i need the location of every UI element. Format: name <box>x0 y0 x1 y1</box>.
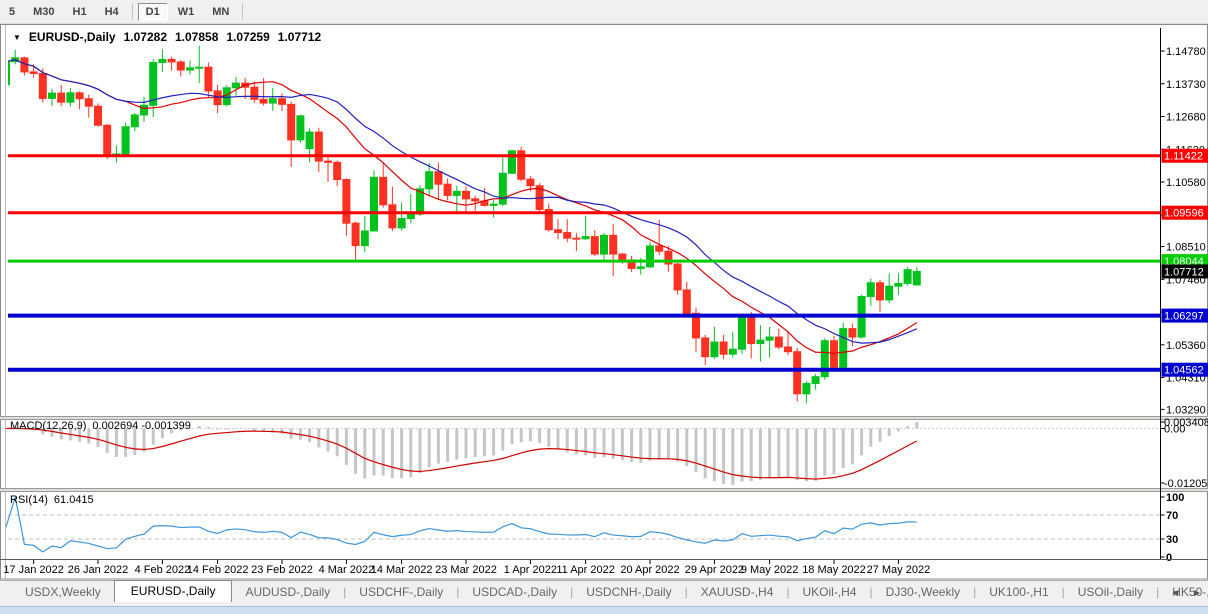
rsi-axis-label: 30 <box>1166 534 1178 546</box>
timeframe-button-h4[interactable]: H4 <box>97 3 127 21</box>
chart-tab-usdcad-daily[interactable]: USDCAD-,Daily <box>459 582 570 603</box>
chart-tab-usdchf-daily[interactable]: USDCHF-,Daily <box>346 582 456 603</box>
ohlc-low-value: 1.07259 <box>226 30 269 44</box>
price-axis-label: 1.05360 <box>1166 340 1206 352</box>
toolbar-separator <box>132 3 133 20</box>
chart-symbol-label: EURUSD-,Daily <box>29 30 116 44</box>
date-axis-label: 20 Apr 2022 <box>620 564 679 576</box>
chart-tab-usoil-daily[interactable]: USOil-,Daily <box>1065 582 1156 603</box>
price-axis-label: 1.13730 <box>1166 79 1206 91</box>
macd-name: MACD(12,26,9) <box>10 420 86 432</box>
date-axis-label: 27 May 2022 <box>867 564 931 576</box>
chart-tab-dj30-weekly[interactable]: DJ30-,Weekly <box>873 582 973 603</box>
rsi-line <box>6 497 917 552</box>
date-axis-label: 1 Apr 2022 <box>504 564 557 576</box>
chart-tab-usdcnh-daily[interactable]: USDCNH-,Daily <box>573 582 684 603</box>
chart-tab-xauusd-h4[interactable]: XAUUSD-,H4 <box>688 582 787 603</box>
rsi-name: RSI(14) <box>10 494 48 506</box>
ohlc-open-value: 1.07282 <box>124 30 167 44</box>
price-axis-label: 1.10580 <box>1166 177 1206 189</box>
price-axis-label: 1.14780 <box>1166 46 1206 58</box>
timeframe-button-d1[interactable]: D1 <box>138 3 168 21</box>
date-axis-label: 23 Feb 2022 <box>251 564 313 576</box>
date-axis-label: 14 Mar 2022 <box>371 564 433 576</box>
date-axis-label: 18 May 2022 <box>802 564 866 576</box>
level-price-badge-text: 1.04562 <box>1164 365 1204 377</box>
chevron-down-icon[interactable]: ▼ <box>13 33 21 42</box>
macd-values: 0.002694 -0.001399 <box>92 420 190 432</box>
chart-tab-eurusd-daily[interactable]: EURUSD-,Daily <box>114 580 233 603</box>
ohlc-high-value: 1.07858 <box>175 30 218 44</box>
tabs-scroll-right-icon[interactable]: ► <box>1192 588 1202 599</box>
price-axis-label: 1.08510 <box>1166 242 1206 254</box>
price-chart-canvas[interactable]: 1.147801.137301.126801.116301.105801.095… <box>0 24 1208 580</box>
date-axis-label: 26 Jan 2022 <box>68 564 129 576</box>
candles-layer <box>3 46 921 404</box>
timeframe-button-w1[interactable]: W1 <box>170 3 203 21</box>
chart-title: ▼ EURUSD-,Daily 1.07282 1.07858 1.07259 … <box>13 30 321 44</box>
timeframe-button-5[interactable]: 5 <box>1 3 23 21</box>
price-axis-label: 1.12680 <box>1166 112 1206 124</box>
timeframe-button-m30[interactable]: M30 <box>25 3 62 21</box>
rsi-axis-label: 70 <box>1166 510 1178 522</box>
date-axis-label: 23 Mar 2022 <box>435 564 497 576</box>
date-axis-label: 4 Mar 2022 <box>319 564 375 576</box>
macd-axis-label: 0.00 <box>1164 423 1185 435</box>
price-axis-label: 1.03290 <box>1166 404 1206 416</box>
rsi-axis-label: 100 <box>1166 492 1184 504</box>
level-price-badge-text: 1.09596 <box>1164 208 1204 220</box>
chart-tab-audusd-daily[interactable]: AUDUSD-,Daily <box>232 582 343 603</box>
chart-tab-ukoil-h4[interactable]: UKOil-,H4 <box>790 582 870 603</box>
ohlc-close-value: 1.07712 <box>278 30 321 44</box>
rsi-value: 61.0415 <box>54 494 94 506</box>
toolbar-separator <box>242 3 243 20</box>
tabs-scroll-left-icon[interactable]: ◄ <box>1170 588 1180 599</box>
date-axis-label: 14 Feb 2022 <box>187 564 249 576</box>
timeframe-button-h1[interactable]: H1 <box>65 3 95 21</box>
date-axis-label: 9 May 2022 <box>741 564 798 576</box>
chart-tab-uk100-h1[interactable]: UK100-,H1 <box>976 582 1061 603</box>
level-price-badge-text: 1.06297 <box>1164 311 1204 323</box>
date-axis-label: 11 Apr 2022 <box>556 564 615 576</box>
rsi-axis-label: 0 <box>1166 552 1172 564</box>
moving-average-line <box>6 60 917 353</box>
macd-indicator-label: MACD(12,26,9) 0.002694 -0.001399 <box>10 420 191 432</box>
chart-window: 1.147801.137301.126801.116301.105801.095… <box>0 24 1208 580</box>
date-axis-label: 17 Jan 2022 <box>3 564 64 576</box>
current-price-badge-text: 1.07712 <box>1164 266 1204 278</box>
chart-tab-usdx-weekly[interactable]: USDX,Weekly <box>12 582 114 603</box>
moving-average-line <box>6 60 917 343</box>
macd-axis-label: -0.01205 <box>1164 478 1207 490</box>
timeframe-button-mn[interactable]: MN <box>204 3 237 21</box>
rsi-indicator-label: RSI(14) 61.0415 <box>10 494 94 506</box>
date-axis-label: 29 Apr 2022 <box>685 564 744 576</box>
level-price-badge-text: 1.11422 <box>1164 151 1203 163</box>
date-axis-label: 4 Feb 2022 <box>135 564 191 576</box>
